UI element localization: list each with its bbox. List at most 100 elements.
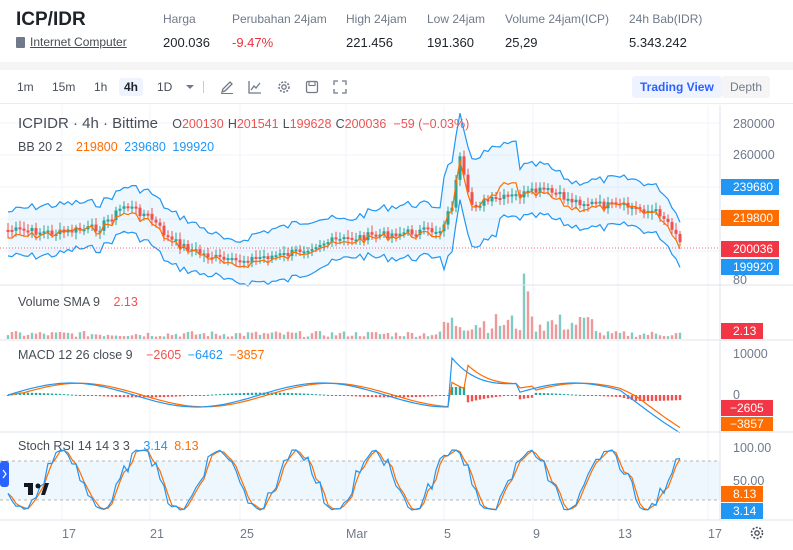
candle-body [634,206,638,209]
volume-bar [514,328,518,339]
depth-button[interactable]: Depth [722,76,771,98]
volume-bar [586,317,590,339]
candle-body [166,235,170,238]
volume-bar [582,317,586,339]
candle-body [66,229,70,233]
macd-histogram-bar [454,387,458,395]
chart-settings-icon[interactable] [750,526,764,540]
macd-histogram-bar [346,395,350,397]
stoch-k-line [7,449,681,511]
chart-canvas[interactable]: 280000 260000 80 10000 0 100.00 50.00 23… [0,105,793,550]
ohlc-c-label: C [335,117,345,131]
macd-histogram-bar [118,395,122,398]
macd-line-value: −6462 [187,348,223,362]
macd-histogram-bar [18,393,22,395]
stoch-legend[interactable]: Stoch RSI 14 14 3 3 3.14 8.13 [18,439,199,453]
volume-bar [130,335,134,339]
volume-bar [502,324,506,339]
bb-lower-value: 199920 [172,140,215,154]
candle-body [354,239,358,242]
panel-expand-handle[interactable] [0,461,9,487]
candle-body [22,228,26,231]
macd-histogram-bar [34,392,38,395]
macd-histogram-bar [354,395,358,397]
pencil-icon[interactable] [219,79,235,95]
timeframe-15m[interactable]: 15m [52,80,76,94]
volume-bar [602,335,606,339]
volume-bar [474,325,478,339]
macd-histogram-bar [530,395,534,398]
macd-histogram-bar [162,395,166,398]
trading-chart[interactable]: 280000 260000 80 10000 0 100.00 50.00 23… [0,105,793,550]
macd-histogram-bar [182,395,186,397]
volume-bar [634,336,638,339]
volume-bar [30,332,34,339]
candle-body [118,208,122,211]
stoch-d-tag-text: 8.13 [733,487,757,501]
macd-histogram-bar [258,392,262,395]
macd-histogram-bar [574,394,578,396]
macd-histogram-bar [246,392,250,395]
stat-high-24h: High 24jam 221.456 [346,12,407,50]
volume-bar [26,334,30,339]
candle-body [26,230,30,233]
candle-body [530,188,534,191]
volume-bar [54,332,58,339]
volume-legend[interactable]: Volume SMA 9 2.13 [18,295,138,309]
candle-body [230,258,234,261]
volume-bar [510,315,514,339]
candle-body [650,210,654,213]
bb-legend[interactable]: BB 20 2 219800 239680 199920 [18,140,214,154]
volume-bar [550,320,554,339]
macd-histogram-bar [294,393,298,395]
macd-signal-line [7,364,681,429]
candle-body [218,254,222,257]
candle-body [554,192,558,195]
ohlc-open: 200130 [181,117,224,131]
volume-bar [398,336,402,339]
trading-view-button[interactable]: Trading View [632,76,722,98]
candle-body [430,228,434,233]
volume-bar [314,331,318,339]
price-tag-text: 199920 [733,260,773,274]
macd-histogram-bar [90,395,94,396]
macd-legend[interactable]: MACD 12 26 close 9 −2605 −6462 −3857 [18,348,264,362]
timeframe-1d[interactable]: 1D [157,80,173,94]
volume-bar [98,334,102,339]
indicator-icon[interactable] [247,79,263,95]
chevron-down-icon[interactable] [182,79,198,95]
macd-histogram-bar [646,395,650,401]
macd-histogram-bar [282,392,286,395]
bb-lower-line [7,199,681,287]
time-axis-label: 9 [533,527,540,541]
macd-histogram-bar [670,395,674,401]
macd-axis-label: 0 [733,388,740,402]
volume-bar [114,335,118,339]
volume-bar [262,333,266,339]
bb-basis-line [7,160,681,269]
candle-body [386,231,390,239]
fullscreen-icon[interactable] [332,79,348,95]
time-axis-label: Mar [346,527,368,541]
volume-bar [350,335,354,339]
candle-body [138,207,142,217]
book-icon [16,36,25,48]
macd-histogram-bar [490,395,494,398]
volume-bar [14,331,18,339]
macd-histogram-bar [202,395,206,396]
volume-bar [42,333,46,339]
macd-histogram-bar [334,395,338,396]
timeframe-4h[interactable]: 4h [119,78,144,96]
gear-icon[interactable] [276,79,292,95]
save-icon[interactable] [304,79,320,95]
timeframe-1h[interactable]: 1h [94,80,108,94]
coin-name-link[interactable]: Internet Computer [16,35,127,49]
volume-bar [382,333,386,339]
candle-body [562,192,566,200]
macd-histogram-bar [298,393,302,395]
volume-bar [210,331,214,339]
timeframe-1m[interactable]: 1m [17,80,34,94]
volume-bar [614,331,618,339]
volume-bar [110,335,114,339]
stat-label: Volume 24jam(ICP) [505,12,610,26]
